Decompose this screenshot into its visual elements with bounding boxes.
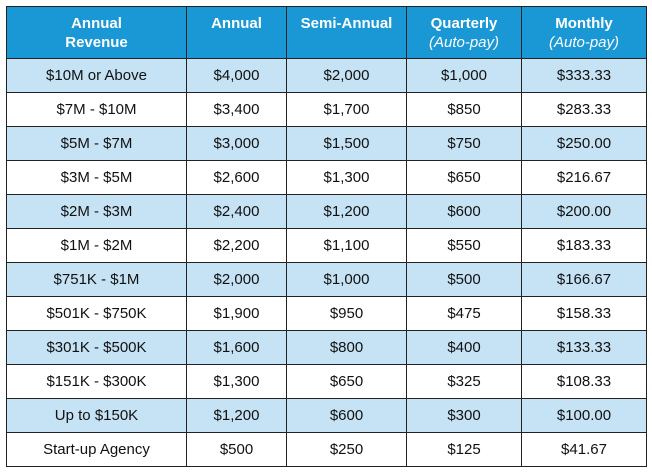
cell-revenue: $3M - $5M [6,160,187,195]
cell-annual: $3,400 [186,92,287,127]
cell-revenue: Up to $150K [6,398,187,433]
cell-annual: $1,900 [186,296,287,331]
cell-annual: $500 [186,432,287,467]
cell-annual: $2,000 [186,262,287,297]
cell-quarterly: $400 [406,330,522,365]
pricing-table: Annual Revenue Annual Semi-Annual Quarte… [6,6,647,467]
cell-semi-annual: $1,100 [286,228,407,263]
cell-revenue: $751K - $1M [6,262,187,297]
header-semi-annual: Semi-Annual [286,6,407,59]
cell-quarterly: $300 [406,398,522,433]
cell-monthly: $333.33 [521,58,647,93]
cell-quarterly: $500 [406,262,522,297]
table-row: Start-up Agency $500 $250 $125 $41.67 [6,432,647,467]
table-row: $151K - $300K $1,300 $650 $325 $108.33 [6,364,647,399]
table-row: $1M - $2M $2,200 $1,100 $550 $183.33 [6,228,647,263]
cell-monthly: $200.00 [521,194,647,229]
table-row: $2M - $3M $2,400 $1,200 $600 $200.00 [6,194,647,229]
cell-revenue: $301K - $500K [6,330,187,365]
header-quarterly-subtitle: (Auto-pay) [428,34,500,51]
header-annual: Annual [186,6,287,59]
header-annual-revenue-label: Annual Revenue [65,15,128,51]
cell-semi-annual: $650 [286,364,407,399]
cell-quarterly: $1,000 [406,58,522,93]
header-annual-label: Annual [211,15,262,32]
cell-semi-annual: $1,700 [286,92,407,127]
cell-monthly: $108.33 [521,364,647,399]
cell-quarterly: $750 [406,126,522,161]
cell-semi-annual: $800 [286,330,407,365]
cell-quarterly: $325 [406,364,522,399]
cell-monthly: $158.33 [521,296,647,331]
cell-annual: $1,200 [186,398,287,433]
table-row: $501K - $750K $1,900 $950 $475 $158.33 [6,296,647,331]
table-row: $5M - $7M $3,000 $1,500 $750 $250.00 [6,126,647,161]
cell-quarterly: $550 [406,228,522,263]
cell-annual: $2,600 [186,160,287,195]
cell-monthly: $166.67 [521,262,647,297]
cell-revenue: Start-up Agency [6,432,187,467]
cell-revenue: $7M - $10M [6,92,187,127]
cell-semi-annual: $1,500 [286,126,407,161]
cell-monthly: $183.33 [521,228,647,263]
cell-quarterly: $850 [406,92,522,127]
cell-revenue: $2M - $3M [6,194,187,229]
cell-revenue: $501K - $750K [6,296,187,331]
cell-monthly: $216.67 [521,160,647,195]
cell-quarterly: $600 [406,194,522,229]
cell-annual: $1,300 [186,364,287,399]
pricing-table-container: Annual Revenue Annual Semi-Annual Quarte… [6,6,647,467]
cell-semi-annual: $600 [286,398,407,433]
cell-revenue: $151K - $300K [6,364,187,399]
cell-semi-annual: $950 [286,296,407,331]
cell-monthly: $133.33 [521,330,647,365]
header-monthly-label: Monthly [555,15,613,32]
cell-annual: $3,000 [186,126,287,161]
cell-semi-annual: $1,200 [286,194,407,229]
table-row: Up to $150K $1,200 $600 $300 $100.00 [6,398,647,433]
cell-semi-annual: $250 [286,432,407,467]
cell-quarterly: $125 [406,432,522,467]
table-row: $301K - $500K $1,600 $800 $400 $133.33 [6,330,647,365]
header-quarterly-label: Quarterly [430,15,498,32]
table-row: $3M - $5M $2,600 $1,300 $650 $216.67 [6,160,647,195]
cell-annual: $2,400 [186,194,287,229]
cell-quarterly: $650 [406,160,522,195]
cell-revenue: $5M - $7M [6,126,187,161]
header-quarterly: Quarterly (Auto-pay) [406,6,522,59]
cell-quarterly: $475 [406,296,522,331]
cell-monthly: $41.67 [521,432,647,467]
cell-revenue: $1M - $2M [6,228,187,263]
cell-semi-annual: $1,300 [286,160,407,195]
cell-annual: $2,200 [186,228,287,263]
table-row: $10M or Above $4,000 $2,000 $1,000 $333.33 [6,58,647,93]
cell-annual: $1,600 [186,330,287,365]
cell-monthly: $250.00 [521,126,647,161]
cell-semi-annual: $1,000 [286,262,407,297]
cell-revenue: $10M or Above [6,58,187,93]
header-monthly-subtitle: (Auto-pay) [548,34,620,51]
header-monthly: Monthly (Auto-pay) [521,6,647,59]
table-row: $751K - $1M $2,000 $1,000 $500 $166.67 [6,262,647,297]
table-row: $7M - $10M $3,400 $1,700 $850 $283.33 [6,92,647,127]
cell-monthly: $283.33 [521,92,647,127]
cell-monthly: $100.00 [521,398,647,433]
header-semi-annual-label: Semi-Annual [300,15,393,32]
header-annual-revenue: Annual Revenue [6,6,187,59]
table-body: $10M or Above $4,000 $2,000 $1,000 $333.33 $7… [6,58,647,467]
header-row: Annual Revenue Annual Semi-Annual Quarte… [6,6,647,59]
cell-annual: $4,000 [186,58,287,93]
cell-semi-annual: $2,000 [286,58,407,93]
